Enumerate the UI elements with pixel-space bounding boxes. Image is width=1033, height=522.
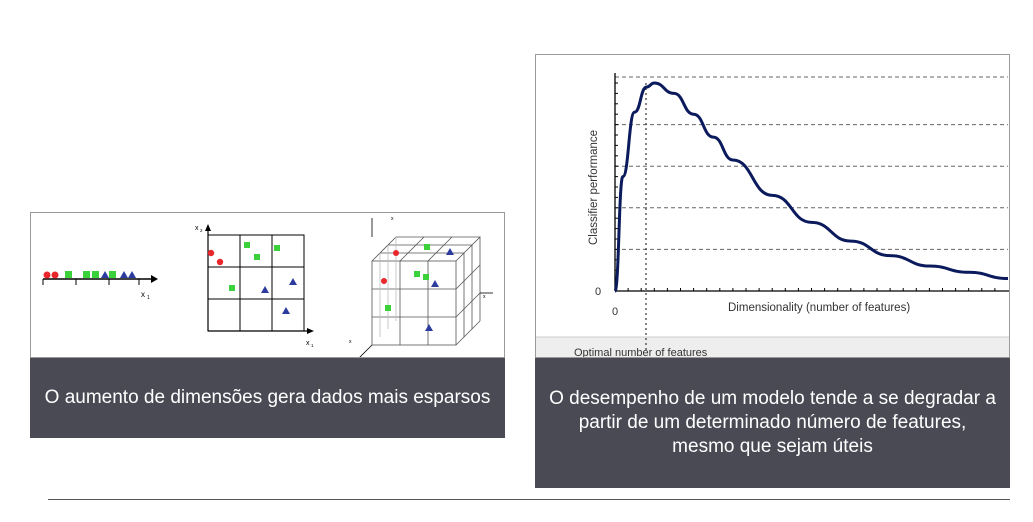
- svg-text:1: 1: [147, 295, 150, 301]
- left-caption-text: O aumento de dimensões gera dados mais e…: [44, 387, 491, 408]
- bottom-divider: [48, 499, 1010, 500]
- left-caption: O aumento de dimensões gera dados mais e…: [30, 358, 505, 438]
- svg-text:1: 1: [311, 343, 314, 348]
- right-caption: O desempenho de um modelo tende a se deg…: [535, 358, 1010, 488]
- two-dimension-plot: x 2 x 1: [195, 224, 314, 348]
- axis-3d-label-1: x: [391, 216, 394, 222]
- right-caption-text: O desempenho de um modelo tende a se deg…: [549, 388, 996, 457]
- chart-ylabel: Classifier performance: [588, 130, 600, 245]
- optimal-label-strip: [536, 337, 1009, 357]
- chart-xlabel: Dimensionality (number of features): [728, 302, 910, 314]
- performance-chart: Classifier performance Dimensionality (n…: [536, 73, 1009, 358]
- origin-y-label: 0: [595, 286, 601, 298]
- sparsity-illustration: x 1 x 2 x 1: [42, 216, 493, 357]
- origin-x-label: 0: [612, 306, 618, 318]
- axis-3d-label-2: x: [483, 294, 486, 300]
- performance-curve: [613, 81, 1009, 293]
- axis-3d-label-3: x: [349, 339, 352, 345]
- svg-text:2: 2: [200, 228, 203, 233]
- axis-2d-y-label: x: [195, 225, 199, 232]
- axis-1d-label: x: [141, 290, 145, 299]
- optimal-label: Optimal number of features: [574, 347, 708, 358]
- performance-chart-panel: Classifier performance Dimensionality (n…: [535, 54, 1010, 358]
- axis-ticks: [614, 82, 996, 291]
- one-dimension-plot: x 1: [42, 271, 158, 301]
- three-dimension-plot: [359, 218, 493, 357]
- axis-2d-x-label: x: [306, 340, 310, 347]
- three-dimension-points: x x x: [349, 216, 486, 345]
- horizontal-gridlines: [615, 76, 1008, 250]
- sparsity-figure-panel: x 1 x 2 x 1: [30, 212, 505, 358]
